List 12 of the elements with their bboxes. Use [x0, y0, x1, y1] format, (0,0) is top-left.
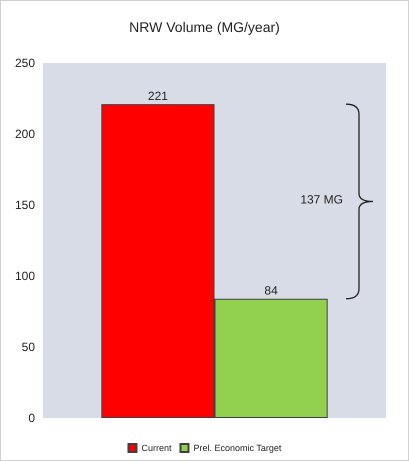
y-tick-label: 150	[14, 198, 36, 212]
data-label: 221	[148, 89, 168, 104]
legend-label: Prel. Economic Target	[193, 443, 282, 453]
annotation: 137 MG	[300, 192, 343, 206]
data-label: 84	[264, 284, 278, 298]
y-tick-label: 200	[14, 127, 36, 141]
y-tick-label: 50	[22, 340, 36, 354]
y-tick-label: 100	[14, 269, 36, 283]
chart-title: NRW Volume (MG/year)	[129, 19, 280, 35]
y-tick-label: 0	[28, 411, 36, 425]
y-tick-label: 250	[14, 56, 36, 70]
legend-label: Current	[141, 443, 172, 453]
